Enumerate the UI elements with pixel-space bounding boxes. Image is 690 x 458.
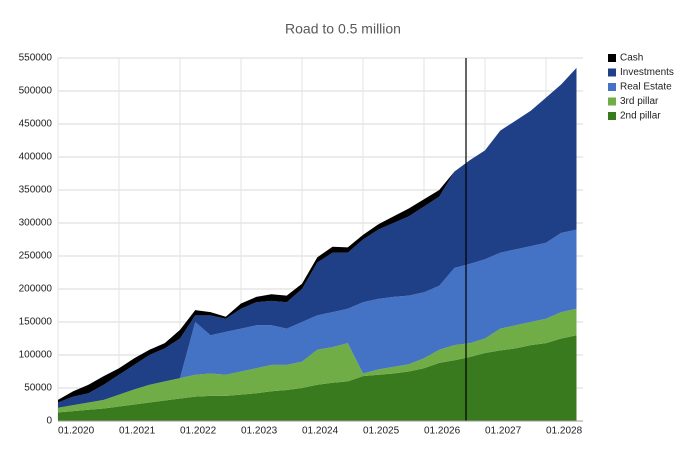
x-tick-label: 01.2021: [119, 426, 156, 437]
legend-swatch: [608, 97, 616, 106]
chart-title: Road to 0.5 million: [285, 21, 401, 37]
y-tick-label: 100000: [19, 350, 53, 361]
y-tick-label: 450000: [19, 119, 53, 130]
y-tick-label: 400000: [19, 152, 53, 163]
legend-swatch: [608, 112, 616, 120]
x-tick-label: 01.2028: [546, 426, 583, 437]
area: [58, 335, 577, 421]
area: [58, 67, 577, 408]
y-tick-label: 0: [46, 416, 52, 427]
area: [58, 308, 577, 413]
y-tick-label: 250000: [19, 251, 53, 262]
area: [58, 229, 577, 408]
y-tick-label: 500000: [19, 86, 53, 97]
legend-swatch: [608, 68, 616, 77]
y-tick-label: 300000: [19, 218, 53, 229]
x-tick-label: 01.2027: [485, 426, 522, 437]
y-tick-label: 350000: [19, 185, 53, 196]
y-tick-label: 50000: [24, 383, 52, 394]
legend-swatch: [608, 83, 616, 91]
x-tick-label: 01.2022: [180, 426, 217, 437]
axes: 0 50000 100000 150000 200000 250000 300000 3500…: [19, 53, 583, 437]
legend-label: 3rd pillar: [620, 96, 659, 107]
x-tick-label: 01.2020: [58, 426, 95, 437]
legend-label: Real Estate: [620, 82, 672, 93]
y-tick-label: 150000: [19, 317, 53, 328]
areas: [58, 67, 577, 421]
y-tick-label: 550000: [19, 53, 53, 64]
x-tick-label: 01.2024: [302, 426, 339, 437]
legend: Cash Investments Real Estate 3rd pillar 2nd …: [608, 53, 674, 122]
legend-swatch: [608, 54, 616, 62]
y-tick-label: 200000: [19, 284, 53, 295]
x-tick-label: 01.2023: [241, 426, 278, 437]
legend-label: Cash: [620, 53, 643, 64]
legend-label: Investments: [620, 67, 674, 78]
x-tick-label: 01.2026: [424, 426, 461, 437]
x-tick-label: 01.2025: [363, 426, 400, 437]
legend-label: 2nd pillar: [620, 111, 661, 122]
